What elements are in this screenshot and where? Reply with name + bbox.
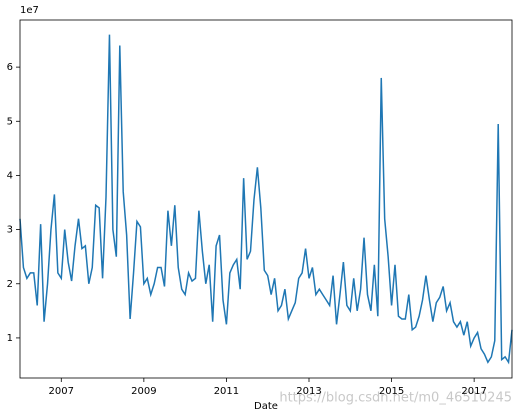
y-tick-label: 1 bbox=[7, 333, 13, 344]
x-tick-label: 2009 bbox=[131, 386, 156, 397]
x-axis-label: Date bbox=[254, 401, 278, 412]
line-series bbox=[19, 34, 513, 365]
plot-frame bbox=[19, 19, 513, 379]
y-tick-label: 3 bbox=[7, 225, 13, 236]
x-tick-label: 2015 bbox=[379, 386, 404, 397]
x-tick-label: 2017 bbox=[461, 386, 486, 397]
y-tick-label: 5 bbox=[7, 116, 13, 127]
x-tick-label: 2013 bbox=[296, 386, 321, 397]
x-tick-label: 2007 bbox=[49, 386, 74, 397]
y-tick-label: 6 bbox=[7, 62, 13, 73]
x-tick-label: 2011 bbox=[214, 386, 239, 397]
watermark: https://blog.csdn.net/m0_46510245 bbox=[279, 391, 512, 406]
y-tick-label: 2 bbox=[7, 279, 13, 290]
y-tick-label: 4 bbox=[7, 170, 13, 181]
offset-label: 1e7 bbox=[20, 5, 39, 16]
